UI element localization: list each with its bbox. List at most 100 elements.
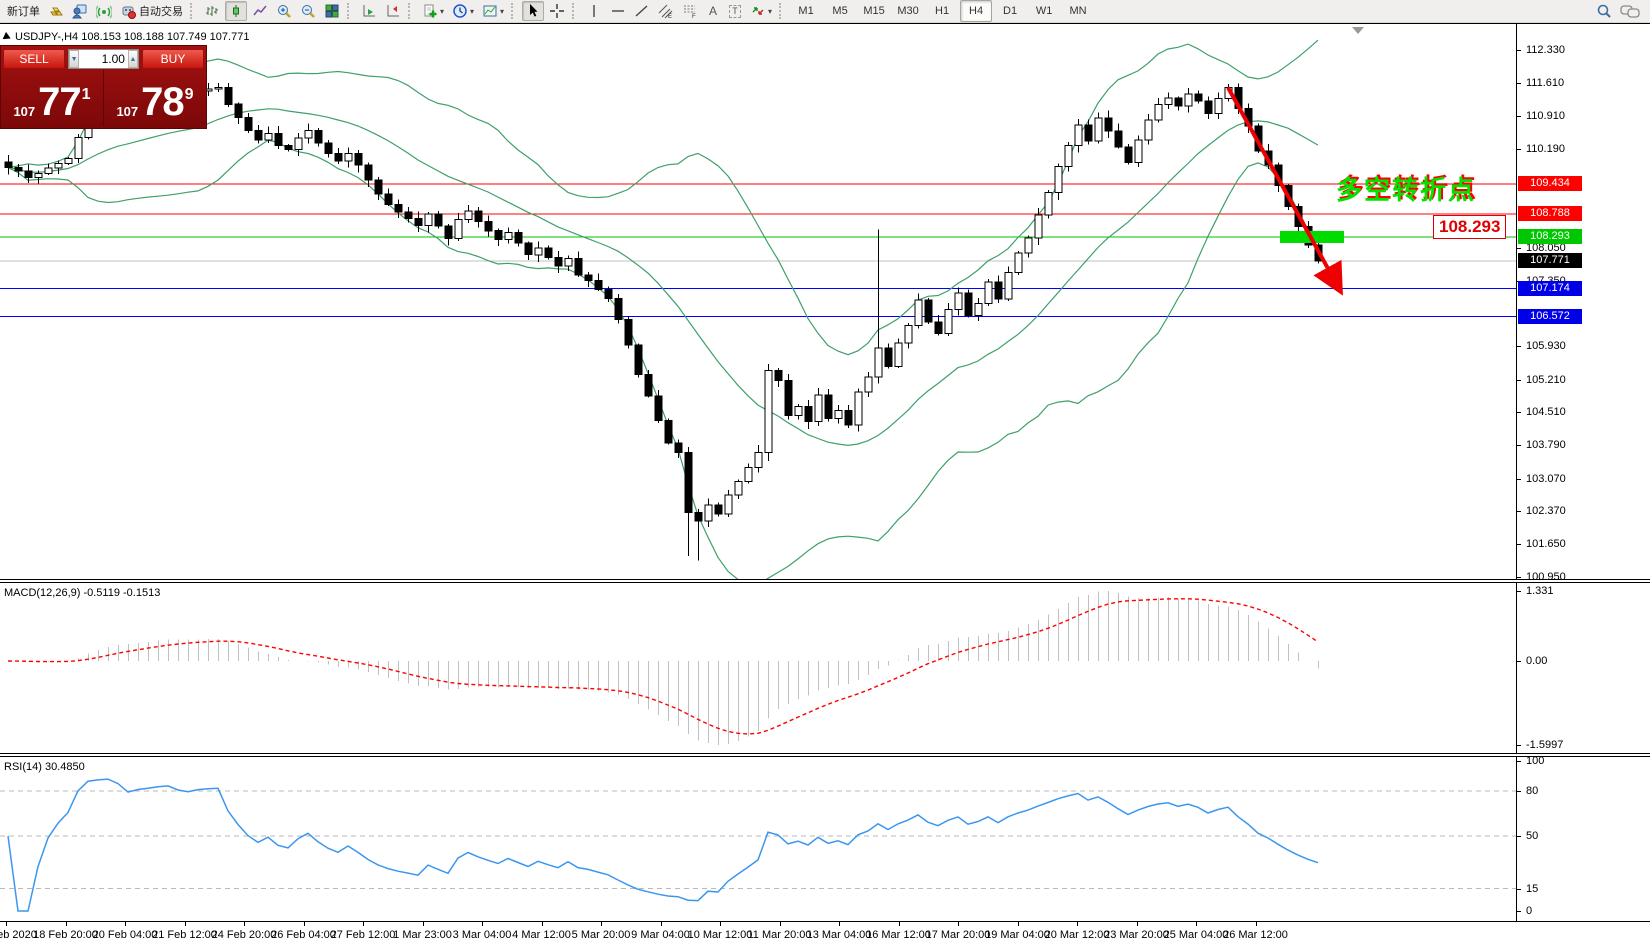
turning-point-annotation: 多空转折点 [1336,175,1477,205]
time-tick [1077,922,1078,926]
candlestick-button[interactable] [225,1,247,21]
rsi-indicator-label: RSI(14) 30.4850 [4,761,85,773]
rsi-plot[interactable] [0,757,1516,921]
chart-window: 112.330111.610110.910110.190108.050107.3… [0,23,1650,950]
chart-shift-marker[interactable] [1352,27,1364,34]
add-indicator-button[interactable]: ▾ [419,1,447,21]
time-label: 25 Mar 04:00 [1163,929,1229,941]
search-button[interactable] [1593,1,1615,21]
community-button[interactable] [69,1,91,21]
axis-tick-label: 0.00 [1526,655,1548,667]
bar-chart-button[interactable] [201,1,223,21]
cursor-button[interactable] [522,1,545,21]
arrows-button[interactable]: ▾ [747,1,775,21]
time-tick [6,922,7,926]
time-label: 4 Mar 12:00 [512,929,571,941]
tile-windows-button[interactable] [321,1,343,21]
zoom-in-button[interactable] [273,1,295,21]
text-button[interactable]: A [703,1,723,21]
time-label: 17 Feb 2020 [0,929,37,941]
axis-tick [1517,911,1521,912]
price-badge-107.174: 107.174 [1518,280,1582,296]
chat-button[interactable] [1617,1,1643,21]
pane-separator[interactable] [0,753,1650,757]
macd-signal-line [7,598,1319,735]
timeframe-M30[interactable]: M30 [897,5,919,17]
time-label: 16 Mar 12:00 [866,929,931,941]
horizontal-line-button[interactable] [607,1,629,21]
new-order-button[interactable]: 新订单 [1,1,43,21]
toolbar-group-handle[interactable] [408,3,415,19]
sell-price[interactable]: 107 77 1 [1,70,104,126]
downtrend-arrow[interactable] [1226,86,1343,296]
price-axis[interactable]: 112.330111.610110.910110.190108.050107.3… [1516,24,1650,583]
chart-shift-button[interactable] [382,1,404,21]
chevron-down-icon: ▾ [470,6,475,16]
time-tick [839,922,840,926]
axis-tick [1517,478,1521,480]
timeframe-MN[interactable]: MN [1069,5,1087,17]
time-label: 26 Feb 04:00 [271,929,336,941]
market-button[interactable] [45,1,67,21]
auto-scroll-icon [363,5,375,17]
market-icon [50,7,63,16]
timeframe-D1[interactable]: D1 [1003,5,1018,17]
autotrading-label: 自动交易 [139,6,183,18]
volume-decrease-button[interactable]: ▼ [69,50,80,68]
time-tick [601,922,602,926]
timeframe-M15[interactable]: M15 [863,5,885,17]
timeframe-M5[interactable]: M5 [832,5,848,17]
timeframe-M1[interactable]: M1 [798,5,814,17]
volume-increase-button[interactable]: ▲ [127,50,139,68]
price-badge-108.788: 108.788 [1518,205,1582,221]
timeframe-H4[interactable]: H4 [960,0,993,22]
buy-price-big: 78 [141,80,184,124]
macd-plot[interactable] [0,583,1516,753]
search-icon [1597,4,1611,18]
toolbar-group-handle[interactable] [572,3,579,19]
tile-windows-icon [325,4,339,18]
main-chart-plot[interactable] [0,24,1516,579]
sell-button[interactable]: SELL [3,49,65,69]
periods-button[interactable]: ▾ [449,1,477,21]
vline-icon [593,5,595,17]
axis-tick-label: 104.510 [1526,406,1566,419]
axis-tick-label: 103.070 [1526,472,1566,485]
toolbar-right [1592,1,1644,21]
zoom-out-button[interactable] [297,1,319,21]
time-tick [184,922,186,926]
autotrading-button[interactable]: 自动交易 [117,1,186,21]
toolbar-group-handle[interactable] [511,3,518,19]
template-button[interactable]: ▾ [479,1,507,21]
buy-price-prefix: 107 [116,104,139,119]
auto-scroll-button[interactable] [358,1,380,21]
toolbar-group-handle[interactable] [190,3,197,19]
periods-icon [453,4,467,18]
buy-price[interactable]: 107 78 9 [104,70,206,126]
timeframe-H1[interactable]: H1 [935,5,950,17]
macd-indicator-label: MACD(12,26,9) -0.5119 -0.1513 [4,587,161,599]
toolbar-group-handle[interactable] [779,3,786,19]
time-label: 26 Mar 12:00 [1223,929,1288,941]
macd-axis[interactable]: 1.331 0.00 -1.5997 [1516,583,1650,753]
channel-button[interactable]: E [655,1,677,21]
pane-separator[interactable] [0,579,1650,583]
buy-button[interactable]: BUY [142,49,204,69]
zoom-out-icon [302,5,315,18]
trendline-icon [635,5,648,17]
timeframe-W1[interactable]: W1 [1035,5,1053,17]
crosshair-button[interactable] [546,1,568,21]
vertical-line-button[interactable] [583,1,605,21]
toolbar-group-handle[interactable] [347,3,354,19]
signals-button[interactable] [93,1,115,21]
price-badge-108.293: 108.293 [1518,228,1582,244]
fibonacci-button[interactable]: F [679,1,701,21]
line-chart-button[interactable] [249,1,271,21]
price-callout-label: 108.293 [1433,215,1507,239]
volume-input[interactable] [79,50,128,68]
rsi-axis[interactable]: 100 80 50 15 0 [1516,755,1650,921]
text-label-button[interactable]: T [725,1,745,21]
trendline-button[interactable] [631,1,653,21]
